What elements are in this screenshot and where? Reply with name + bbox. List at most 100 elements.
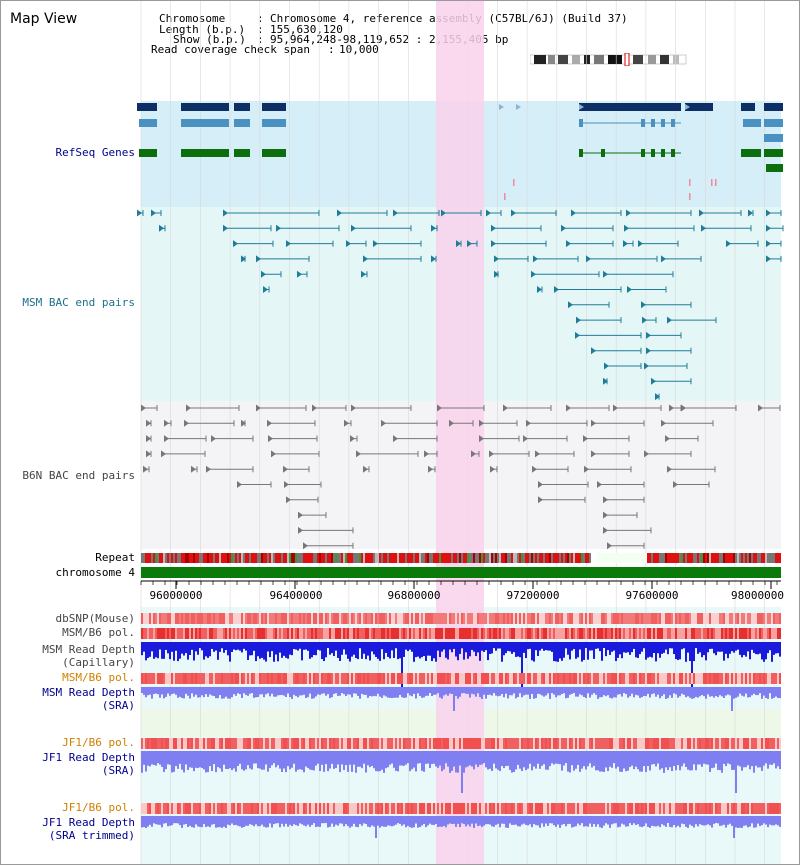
read-depth-bar <box>483 642 485 652</box>
read-depth-bar <box>407 816 409 826</box>
read-depth-bar <box>399 751 401 766</box>
read-depth-bar <box>341 751 343 765</box>
polymorphism-heat-cell <box>525 673 527 684</box>
repeat-block <box>141 553 143 563</box>
b6n-bac-end <box>237 481 242 488</box>
read-depth-bar <box>653 751 655 765</box>
polymorphism-heat-cell <box>419 803 421 814</box>
polymorphism-heat-cell <box>319 613 321 624</box>
read-depth-bar <box>613 642 615 651</box>
read-depth-bar <box>247 642 249 660</box>
refseq-transcript-exon <box>651 149 655 157</box>
polymorphism-heat-cell <box>447 613 449 624</box>
jf1-b6-pol-trimmed-label[interactable]: JF1/B6 pol. <box>62 801 135 814</box>
polymorphism-heat-cell <box>371 673 373 684</box>
read-depth-bar <box>219 687 221 696</box>
polymorphism-heat-cell <box>385 613 387 624</box>
read-depth-bar <box>441 751 443 772</box>
read-depth-bar <box>625 642 627 653</box>
polymorphism-heat-cell <box>383 673 385 684</box>
msm-read-depth-sra-label[interactable]: MSM Read Depth <box>42 686 135 699</box>
msm-bac-end <box>726 240 731 248</box>
polymorphism-heat-cell <box>301 613 303 624</box>
polymorphism-heat-cell <box>519 613 521 624</box>
read-depth-bar <box>543 642 545 651</box>
read-depth-bar <box>613 687 615 698</box>
polymorphism-heat-cell <box>623 628 625 639</box>
msm-bac-end <box>638 240 643 248</box>
polymorphism-heat-cell <box>343 738 345 749</box>
polymorphism-heat-cell <box>653 803 655 814</box>
polymorphism-heat-cell <box>717 673 719 684</box>
polymorphism-heat-cell <box>189 738 191 749</box>
read-depth-bar <box>279 816 281 828</box>
jf1-read-depth-sra-label[interactable]: JF1 Read Depth <box>42 751 135 764</box>
read-depth-bar <box>525 687 527 695</box>
b6n-bac-end <box>449 419 454 427</box>
polymorphism-heat-cell <box>175 738 177 749</box>
read-depth-bar <box>503 642 505 656</box>
polymorphism-heat-cell <box>161 738 163 749</box>
polymorphism-heat-cell <box>293 738 295 749</box>
polymorphism-heat-cell <box>209 738 211 749</box>
read-depth-bar <box>193 642 195 661</box>
msm-b6-pol-sra-label[interactable]: MSM/B6 pol. <box>62 671 135 684</box>
read-depth-bar <box>513 687 515 694</box>
read-depth-bar <box>613 816 615 824</box>
b6n-bac-end <box>286 496 291 504</box>
chromosome-ideogram[interactable] <box>530 53 687 66</box>
polymorphism-heat-cell <box>605 738 607 749</box>
refseq-transcript-exon <box>579 119 583 127</box>
polymorphism-heat-cell <box>707 673 709 684</box>
read-depth-bar <box>665 816 667 827</box>
polymorphism-heat-cell <box>359 613 361 624</box>
polymorphism-heat-cell <box>233 738 235 749</box>
refseq-genes-label[interactable]: RefSeq Genes <box>55 146 135 159</box>
polymorphism-heat-cell <box>587 673 589 684</box>
repeat-block <box>377 553 379 563</box>
dbsnp-label[interactable]: dbSNP(Mouse) <box>55 612 135 625</box>
read-depth-bar <box>569 751 571 773</box>
read-depth-bar <box>561 816 563 825</box>
read-depth-bar <box>531 687 533 694</box>
polymorphism-heat-cell <box>647 738 649 749</box>
b6n-bac-end <box>298 511 303 519</box>
polymorphism-heat-cell <box>427 803 429 814</box>
repeat-block <box>245 553 247 563</box>
msm-read-depth-capillary-label[interactable]: MSM Read Depth <box>42 643 135 656</box>
refseq-marker <box>711 179 713 186</box>
read-depth-bar <box>265 642 267 662</box>
polymorphism-heat-cell <box>433 738 435 749</box>
read-depth-bar <box>157 642 159 659</box>
jf1-b6-pol-label[interactable]: JF1/B6 pol. <box>62 736 135 749</box>
read-depth-bar <box>199 687 201 698</box>
read-depth-bar <box>379 642 381 661</box>
read-depth-bar <box>397 642 399 660</box>
polymorphism-heat-cell <box>581 803 583 814</box>
read-depth-bar <box>265 687 267 695</box>
polymorphism-heat-cell <box>451 803 453 814</box>
repeat-block <box>405 553 407 563</box>
read-depth-bar <box>225 816 227 828</box>
polymorphism-heat-cell <box>497 803 499 814</box>
read-depth-bar <box>227 751 229 770</box>
read-depth-bar <box>585 687 587 699</box>
jf1-read-depth-trimmed-label[interactable]: JF1 Read Depth <box>42 816 135 829</box>
msm-bac-end-pairs-label[interactable]: MSM BAC end pairs <box>22 296 135 309</box>
polymorphism-heat-cell <box>219 613 221 624</box>
repeat-block <box>209 553 211 563</box>
repeat-block <box>363 553 365 563</box>
b6n-bac-end-pairs-label[interactable]: B6N BAC end pairs <box>22 469 135 482</box>
polymorphism-heat-cell <box>455 628 457 639</box>
polymorphism-heat-cell <box>717 738 719 749</box>
polymorphism-heat-cell <box>761 803 763 814</box>
polymorphism-heat-cell <box>659 673 661 684</box>
polymorphism-heat-cell <box>673 673 675 684</box>
polymorphism-heat-cell <box>457 628 459 639</box>
polymorphism-heat-cell <box>195 803 197 814</box>
msm-b6-pol-label[interactable]: MSM/B6 pol. <box>62 626 135 639</box>
repeat-block <box>171 553 173 563</box>
polymorphism-heat-cell <box>559 738 561 749</box>
read-depth-bar <box>587 687 589 694</box>
